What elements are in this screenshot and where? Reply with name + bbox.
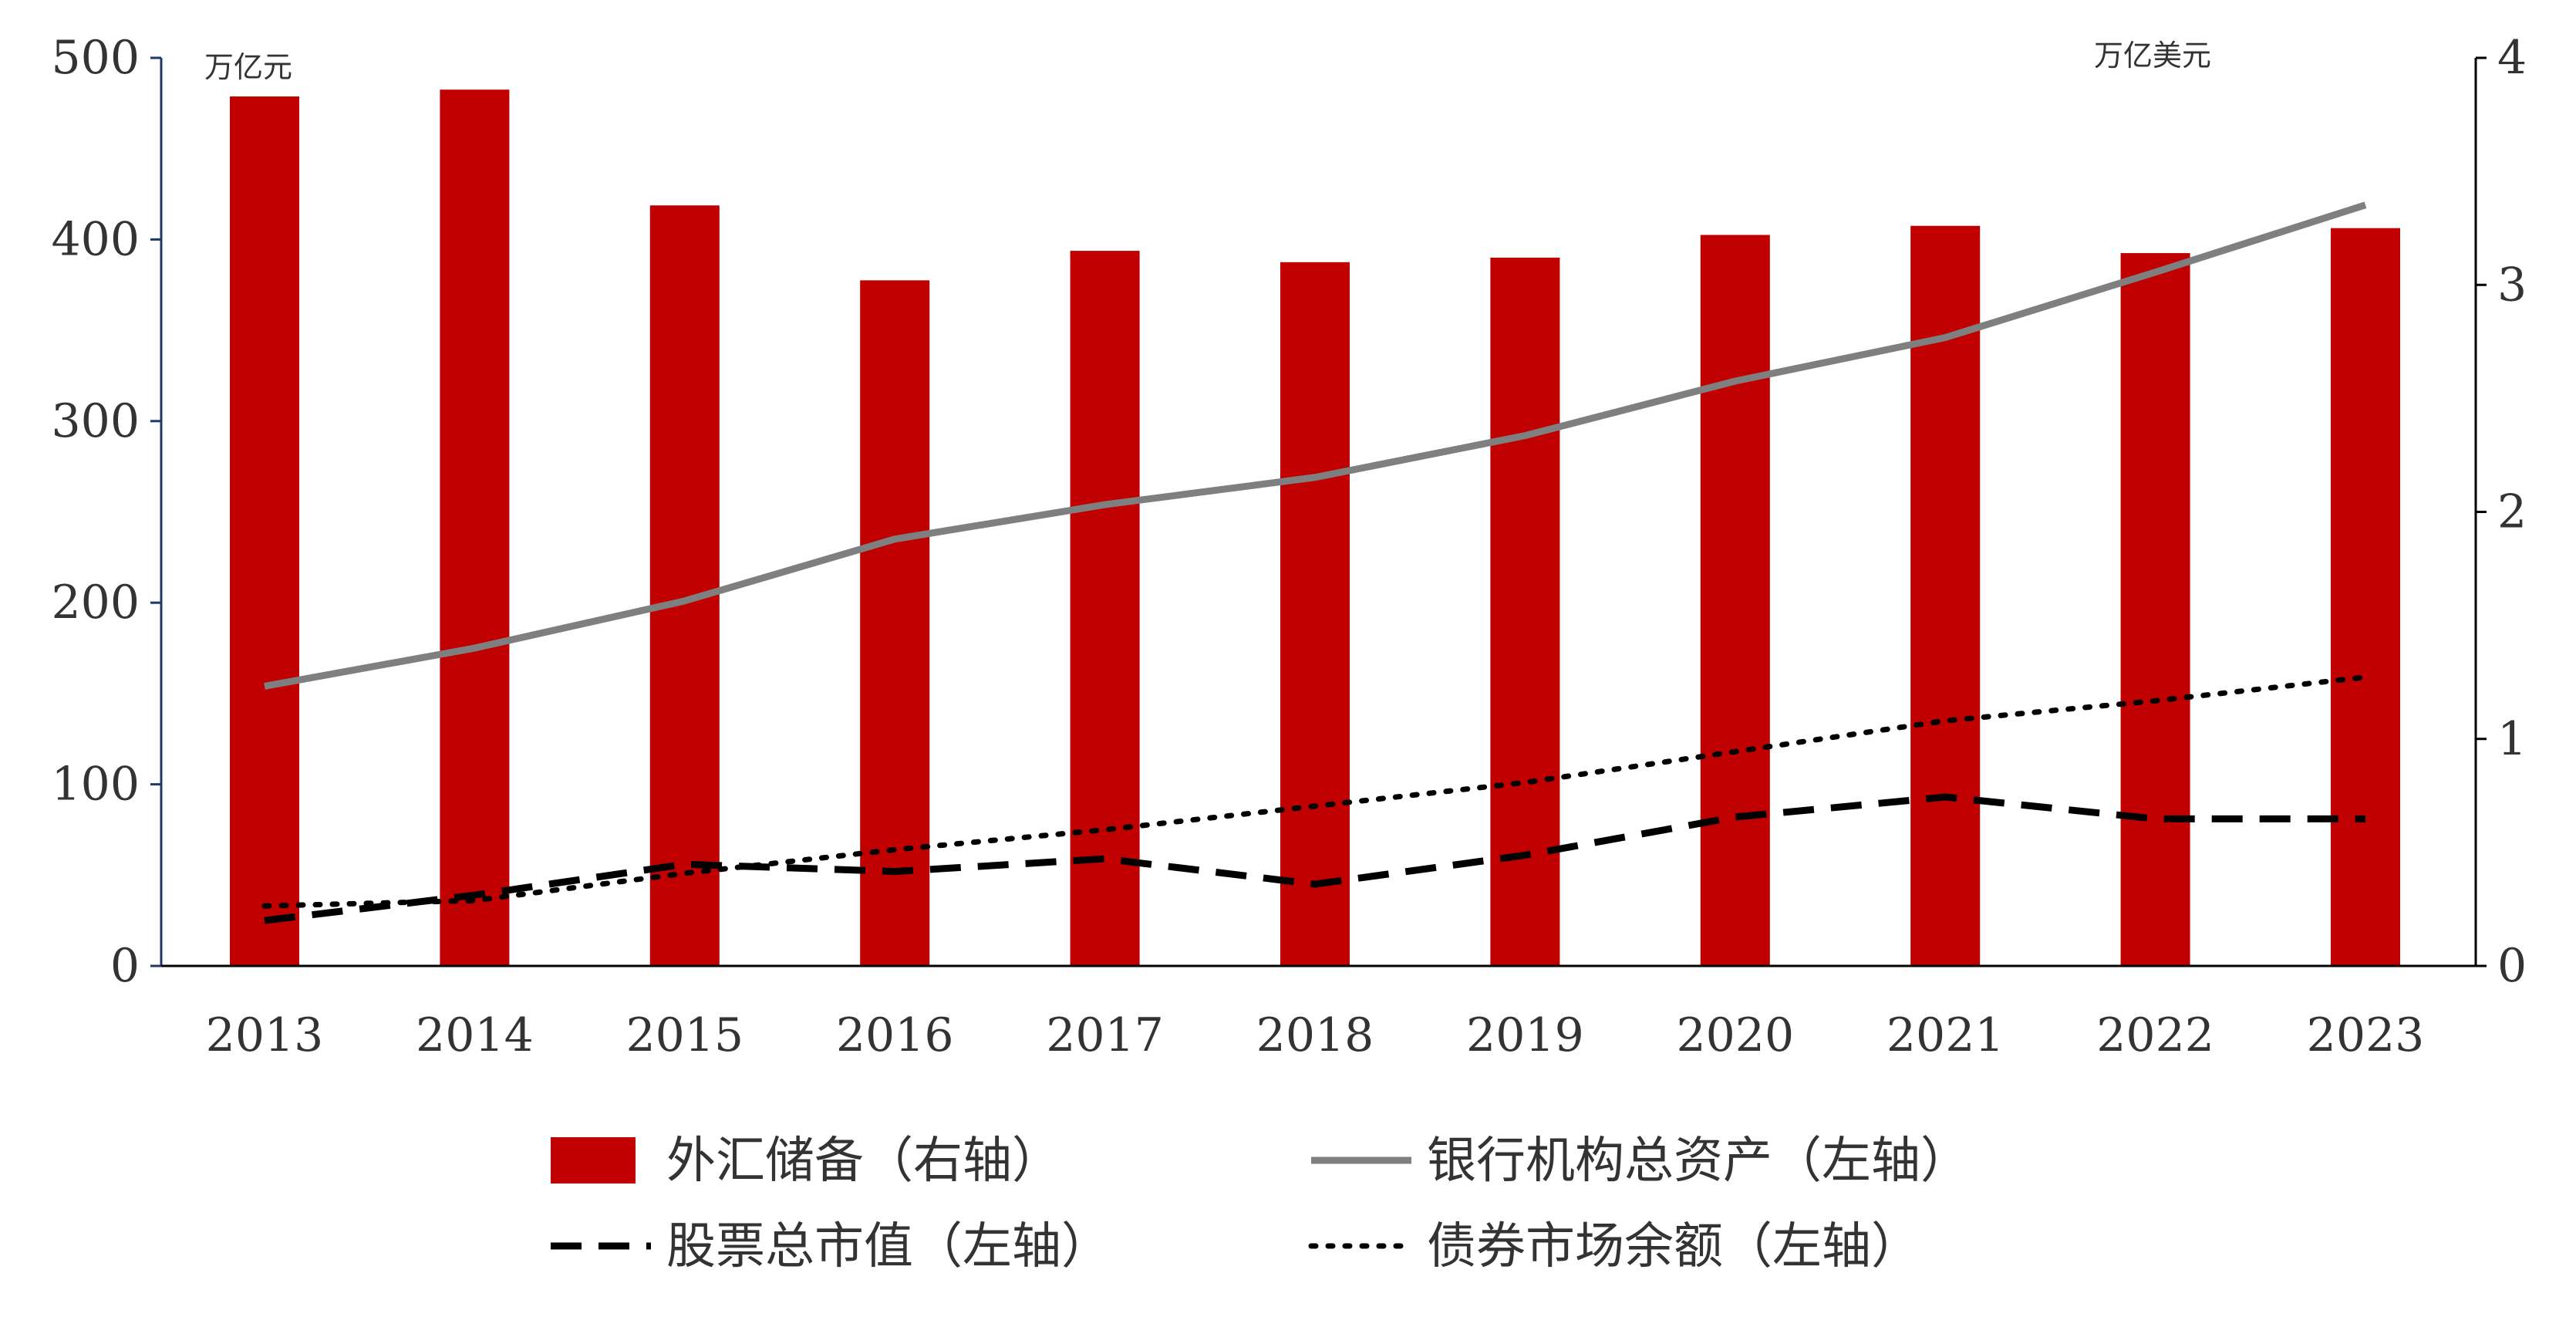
line-dotted: [261, 674, 2369, 909]
line-dashed: [264, 793, 2365, 924]
bar-2016: [860, 280, 930, 966]
x-tick-label: 2014: [416, 1008, 534, 1062]
left-axis-unit: 万亿元: [204, 50, 292, 84]
x-tick-label: 2015: [625, 1008, 743, 1062]
legend-label: 股票总市值（左轴）: [666, 1218, 1111, 1275]
legend-swatch-bar: [551, 1137, 636, 1183]
bar-2022: [2120, 253, 2190, 966]
left-tick-label: 500: [51, 31, 140, 85]
bar-2021: [1910, 225, 1981, 966]
left-tick-label: 400: [51, 212, 140, 266]
bar-2023: [2331, 228, 2400, 966]
right-tick-label: 1: [2497, 712, 2527, 766]
x-tick-label: 2023: [2307, 1008, 2425, 1062]
right-tick-label: 3: [2497, 258, 2527, 312]
right-axis-unit: 万亿美元: [2094, 39, 2211, 73]
x-tick-label: 2016: [836, 1008, 954, 1062]
left-tick-label: 100: [51, 758, 140, 812]
bar-2014: [440, 89, 510, 967]
left-tick-label: 300: [51, 394, 140, 448]
x-tick-label: 2020: [1676, 1008, 1794, 1062]
bar-2017: [1070, 251, 1140, 966]
bar-2018: [1280, 262, 1350, 966]
right-tick-label: 4: [2497, 31, 2527, 85]
line-solid: [264, 201, 2367, 690]
left-tick-label: 200: [51, 576, 140, 630]
legend-label: 银行机构总资产（左轴）: [1427, 1133, 1970, 1190]
x-tick-label: 2019: [1466, 1008, 1584, 1062]
x-tick-label: 2022: [2096, 1008, 2214, 1062]
bar-2013: [230, 96, 299, 967]
right-tick-label: 2: [2497, 485, 2527, 539]
x-tick-label: 2021: [1886, 1008, 2004, 1062]
x-tick-label: 2013: [206, 1008, 324, 1062]
x-tick-label: 2018: [1256, 1008, 1374, 1062]
bar-2015: [649, 205, 720, 966]
right-tick-label: 0: [2497, 939, 2527, 993]
bar-2020: [1700, 235, 1770, 966]
left-tick-label: 0: [110, 939, 140, 993]
x-tick-label: 2017: [1046, 1008, 1164, 1062]
legend-label: 债券市场余额（左轴）: [1427, 1218, 1920, 1275]
legend-label: 外汇储备（右轴）: [666, 1133, 1061, 1190]
